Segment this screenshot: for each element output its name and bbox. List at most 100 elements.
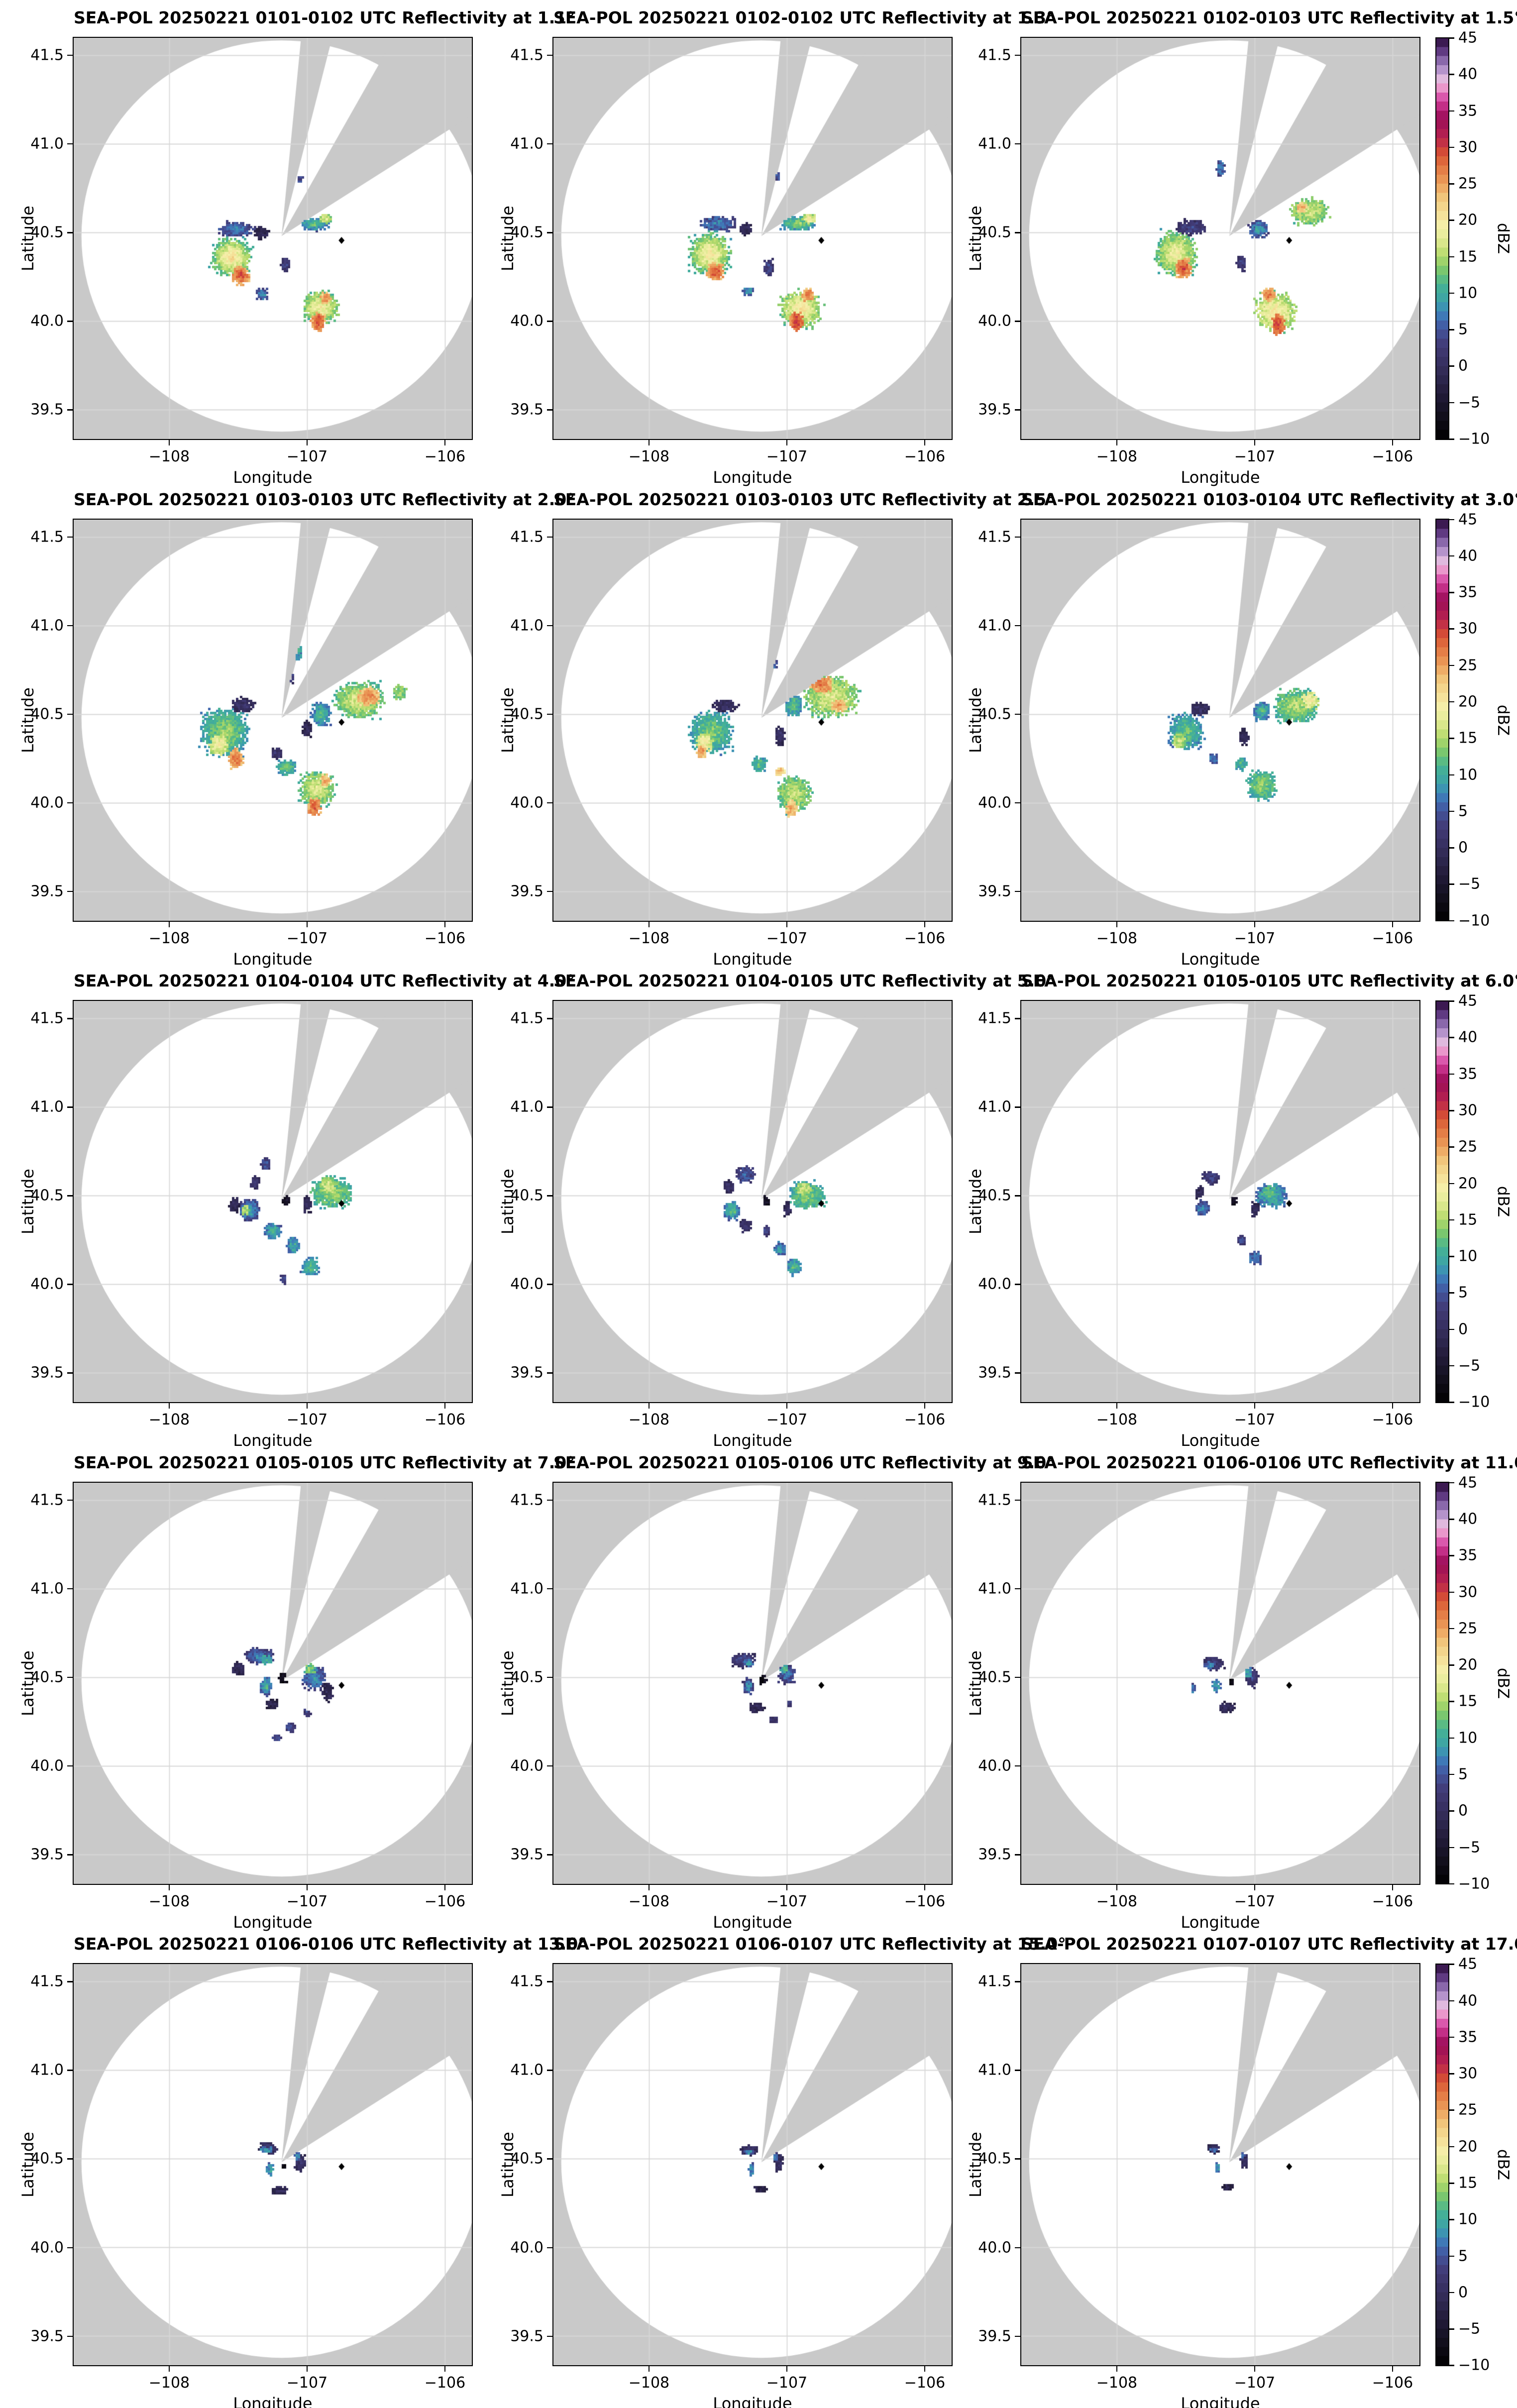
colorbar-tickmark [1449, 1555, 1454, 1556]
y-axis-label: Latitude [966, 206, 985, 271]
x-tickmark [1116, 1884, 1118, 1890]
y-tickmark [547, 232, 552, 233]
colorbar-tick-label: 40 [1458, 1992, 1478, 2010]
x-axis-label: Longitude [1181, 1912, 1260, 1932]
colorbar-tickmark [1449, 1402, 1454, 1403]
y-tick-label: 39.5 [30, 1364, 64, 1382]
y-tickmark [67, 2070, 73, 2071]
y-tickmark [1015, 2247, 1020, 2249]
colorbar-tick-label: 40 [1458, 1028, 1478, 1046]
colorbar-tickmark [1449, 1110, 1454, 1111]
y-tick-label: 41.0 [510, 2061, 543, 2079]
y-tickmark [1015, 802, 1020, 804]
colorbar-tick-label: −5 [1458, 875, 1481, 893]
colorbar-tick-label: 30 [1458, 620, 1478, 638]
colorbar-frame [1435, 1482, 1449, 1885]
y-tick-label: 41.5 [510, 1009, 543, 1027]
colorbar [1436, 1001, 1448, 1403]
colorbar-tick-label: 10 [1458, 1729, 1478, 1747]
x-tickmark [924, 1884, 926, 1890]
x-tick-label: −108 [148, 448, 190, 465]
y-axis-label: Latitude [18, 1169, 37, 1235]
colorbar-tick-label: 20 [1458, 693, 1478, 711]
y-tick-label: 39.5 [978, 1846, 1011, 1863]
y-tick-label: 39.5 [978, 882, 1011, 900]
y-tick-label: 41.5 [510, 1491, 543, 1509]
colorbar-tickmark [1449, 1883, 1454, 1885]
y-axis-label: Latitude [18, 2132, 37, 2198]
colorbar-tickmark [1449, 847, 1454, 849]
colorbar-tick-label: −5 [1458, 2320, 1481, 2338]
y-tick-label: 41.0 [510, 617, 543, 635]
colorbar-tick-label: 0 [1458, 839, 1468, 857]
y-tickmark [547, 1676, 552, 1678]
x-tickmark [1392, 440, 1394, 445]
colorbar-tickmark [1449, 592, 1454, 593]
x-tickmark [786, 2366, 788, 2372]
colorbar-tickmark [1449, 774, 1454, 775]
colorbar-tickmark [1449, 2365, 1454, 2366]
colorbar-tickmark [1449, 1773, 1454, 1775]
x-tick-label: −107 [1234, 929, 1276, 947]
y-tickmark [547, 890, 552, 892]
y-tickmark [547, 2247, 552, 2249]
panel-title: SEA-POL 20250221 0103-0103 UTC Reflectiv… [74, 489, 575, 509]
colorbar-tick-label: −5 [1458, 1839, 1481, 1857]
x-tick-label: −107 [766, 929, 808, 947]
y-tick-label: 40.5 [510, 1187, 543, 1204]
x-tickmark [306, 440, 308, 445]
y-tick-label: 39.5 [978, 2327, 1011, 2345]
x-tickmark [1392, 1884, 1394, 1890]
x-axis-label: Longitude [233, 2394, 313, 2408]
y-tickmark [67, 802, 73, 804]
y-tickmark [1015, 1499, 1020, 1501]
colorbar-tick-label: 25 [1458, 1138, 1478, 1156]
colorbar-tickmark [1449, 1256, 1454, 1257]
y-tick-label: 40.0 [978, 2239, 1011, 2257]
y-tickmark [547, 409, 552, 411]
x-tick-label: −108 [148, 1411, 190, 1429]
y-tickmark [1015, 536, 1020, 538]
panel-title: SEA-POL 20250221 0106-0106 UTC Reflectiv… [1021, 1452, 1517, 1472]
x-tickmark [648, 921, 650, 927]
y-tick-label: 40.5 [510, 705, 543, 723]
y-tickmark [547, 713, 552, 715]
x-tickmark [924, 2366, 926, 2372]
colorbar-tick-label: 25 [1458, 657, 1478, 674]
y-tickmark [67, 143, 73, 145]
colorbar-tick-label: −10 [1458, 430, 1490, 448]
x-tickmark [786, 1403, 788, 1409]
x-tick-label: −108 [628, 448, 670, 465]
y-tickmark [1015, 2335, 1020, 2337]
y-tickmark [67, 1676, 73, 1678]
y-axis-label: Latitude [498, 1169, 517, 1235]
y-tickmark [67, 2335, 73, 2337]
colorbar [1436, 1482, 1448, 1884]
colorbar-tickmark [1449, 1964, 1454, 1965]
colorbar-tick-label: 15 [1458, 248, 1478, 266]
colorbar-tickmark [1449, 2328, 1454, 2330]
panel-title: SEA-POL 20250221 0103-0103 UTC Reflectiv… [553, 489, 1055, 509]
y-tickmark [547, 321, 552, 322]
y-tick-label: 40.5 [978, 705, 1011, 723]
x-tickmark [168, 921, 170, 927]
y-tickmark [1015, 321, 1020, 322]
x-tickmark [648, 2366, 650, 2372]
y-tick-label: 39.5 [30, 401, 64, 419]
colorbar-tickmark [1449, 1328, 1454, 1330]
x-tick-label: −106 [1372, 929, 1413, 947]
colorbar-tickmark [1449, 1183, 1454, 1185]
colorbar-tickmark [1449, 1482, 1454, 1484]
y-tickmark [1015, 2158, 1020, 2160]
colorbar-tick-label: 45 [1458, 1955, 1478, 1973]
y-tickmark [67, 2247, 73, 2249]
colorbar-tickmark [1449, 219, 1454, 221]
colorbar-tick-label: 35 [1458, 1065, 1478, 1083]
x-tickmark [306, 1884, 308, 1890]
colorbar-tick-label: 25 [1458, 2101, 1478, 2119]
y-tickmark [547, 625, 552, 627]
x-tick-label: −108 [1096, 1892, 1138, 1910]
x-tickmark [786, 921, 788, 927]
y-tick-label: 40.0 [510, 1275, 543, 1293]
y-tickmark [1015, 713, 1020, 715]
